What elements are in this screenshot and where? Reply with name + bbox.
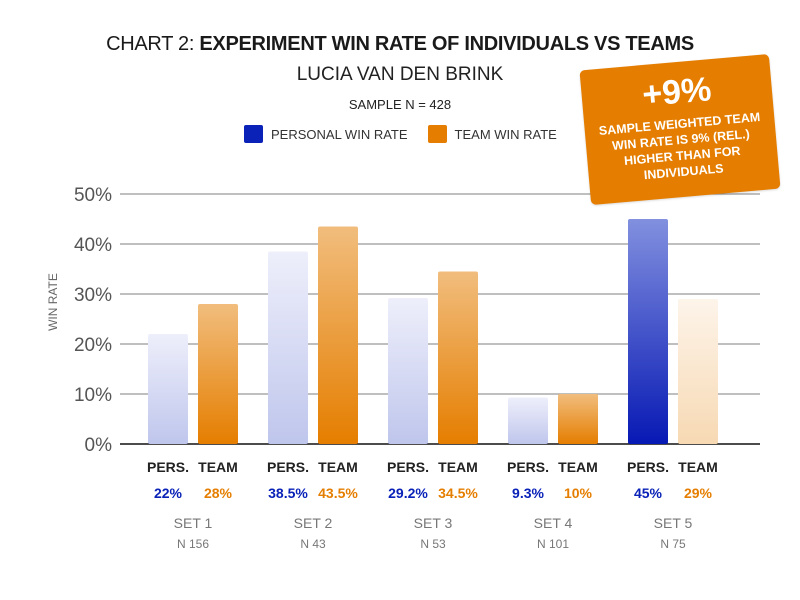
bar-value-label: 38.5% [268, 485, 308, 501]
bar-personal [268, 251, 308, 444]
bar-label: PERS. [147, 459, 189, 475]
bar-label: PERS. [627, 459, 669, 475]
bar-team [198, 304, 238, 444]
category-label: SET 1 [174, 515, 213, 531]
y-tick-label: 20% [74, 335, 112, 356]
bar-value-label: 22% [154, 485, 183, 501]
bar-label: TEAM [438, 459, 478, 475]
chart-title-main: EXPERIMENT WIN RATE OF INDIVIDUALS VS TE… [199, 33, 694, 55]
bar-value-label: 10% [564, 485, 593, 501]
bar-team [678, 299, 718, 444]
category-sample-size: N 156 [177, 537, 209, 551]
legend: PERSONAL WIN RATE TEAM WIN RATE [244, 125, 577, 143]
bar-value-label: 9.3% [512, 485, 544, 501]
bar-label: TEAM [198, 459, 238, 475]
chart-title: CHART 2: EXPERIMENT WIN RATE OF INDIVIDU… [0, 33, 800, 56]
bar-label: PERS. [267, 459, 309, 475]
category-label: SET 5 [654, 515, 693, 531]
category-sample-size: N 53 [420, 537, 446, 551]
category-sample-size: N 101 [537, 537, 569, 551]
bar-value-label: 43.5% [318, 485, 358, 501]
bar-value-label: 45% [634, 485, 663, 501]
bar-value-label: 28% [204, 485, 233, 501]
chart-subtitle: LUCIA VAN DEN BRINK [296, 64, 504, 85]
legend-label-personal: PERSONAL WIN RATE [271, 126, 408, 142]
legend-swatch-personal [244, 125, 263, 143]
legend-swatch-team [427, 125, 447, 143]
legend-label-team: TEAM WIN RATE [454, 126, 557, 142]
bar-label: TEAM [318, 459, 358, 475]
bar-label: TEAM [678, 459, 718, 475]
bar-team [438, 271, 478, 444]
y-tick-label: 50% [74, 185, 112, 206]
callout-text: SAMPLE WEIGHTED TEAM WIN RATE IS 9% (REL… [598, 109, 761, 183]
category-sample-size: N 75 [660, 537, 686, 551]
callout-box: +9% SAMPLE WEIGHTED TEAM WIN RATE IS 9% … [579, 53, 781, 206]
bar-value-label: 29.2% [388, 485, 428, 501]
y-tick-label: 10% [74, 385, 112, 406]
y-tick-label: 0% [85, 435, 113, 456]
bar-personal [628, 219, 668, 444]
sample-size: SAMPLE N = 428 [348, 97, 452, 112]
legend-item-personal: PERSONAL WIN RATE [244, 125, 408, 143]
bar-label: TEAM [558, 459, 598, 475]
bar-personal [388, 298, 428, 444]
category-label: SET 2 [294, 515, 333, 531]
chart-title-prefix: CHART 2: [106, 33, 200, 55]
bar-team [558, 394, 598, 444]
bar-value-label: 34.5% [438, 485, 478, 501]
bar-value-label: 29% [684, 485, 713, 501]
bar-label: PERS. [387, 459, 429, 475]
category-label: SET 3 [414, 515, 453, 531]
legend-item-team: TEAM WIN RATE [427, 125, 557, 143]
y-tick-label: 30% [74, 285, 112, 306]
category-sample-size: N 43 [300, 537, 326, 551]
bar-label: PERS. [507, 459, 549, 475]
y-axis-label: WIN RATE [46, 273, 60, 331]
bar-personal [508, 397, 548, 444]
y-tick-label: 40% [74, 235, 112, 256]
bar-team [318, 226, 358, 444]
bar-personal [148, 334, 188, 444]
category-label: SET 4 [534, 515, 573, 531]
